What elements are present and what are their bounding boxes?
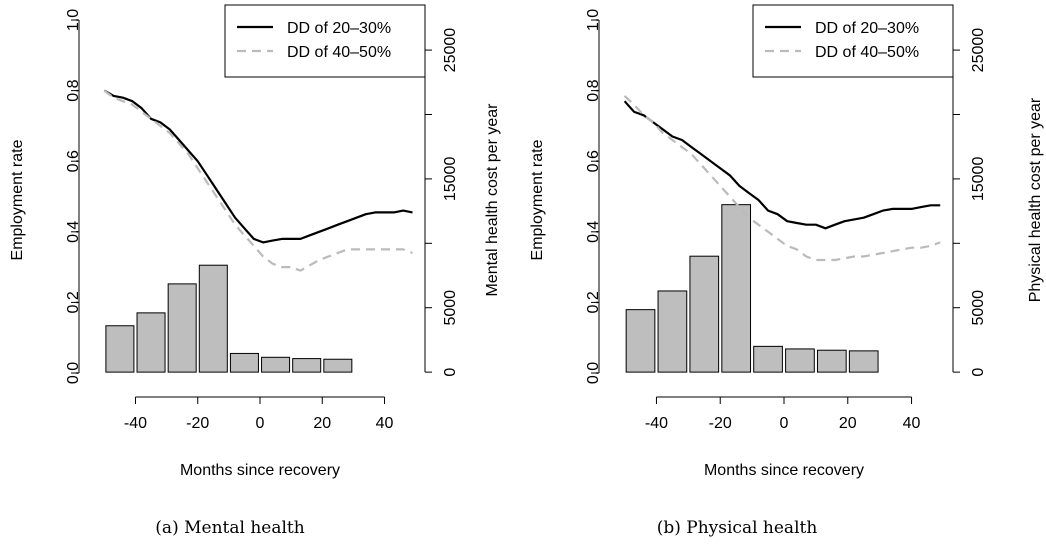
cost-bar [657, 290, 688, 373]
series-line-dd-20-30 [103, 89, 413, 244]
cost-bar [721, 204, 752, 373]
legend-label: DD of 40–50% [815, 44, 919, 61]
y-axis-label: Employment rate [529, 139, 546, 260]
x-axis-label: Months since recovery [180, 462, 340, 479]
bottom-tick-label: 0 [780, 415, 789, 432]
cost-bar [848, 350, 879, 373]
panel-b-physical-health: 0.0 0.2 0.4 0.6 0.8 1.0 0 5000 15000 25000 -40 -20 0… [529, 4, 1044, 538]
right-tick-label: 15000 [442, 157, 459, 202]
bottom-tick-label: 40 [903, 415, 921, 432]
cost-bar [136, 312, 166, 373]
cost-bar [198, 264, 228, 373]
cost-bar [229, 352, 259, 373]
left-tick-label: 0.8 [585, 79, 602, 101]
bottom-tick-label: -20 [709, 415, 732, 432]
cost-bar [753, 345, 783, 373]
left-tick-label: 0.8 [65, 79, 82, 101]
left-tick-label: 1.0 [585, 9, 602, 31]
bottom-tick-label: 20 [313, 415, 331, 432]
right-tick-label: 0 [442, 368, 459, 377]
bottom-tick-label: 40 [376, 415, 394, 432]
y-axis-label: Employment rate [9, 139, 26, 260]
legend-box [752, 4, 954, 78]
cost-bar [816, 349, 847, 373]
panel-caption: (a) Mental health [155, 518, 304, 538]
right-tick-label: 5000 [970, 290, 987, 326]
cost-bar [292, 358, 322, 373]
bottom-tick-label: 20 [839, 415, 857, 432]
right-tick-label: 15000 [970, 157, 987, 202]
panel-caption: (b) Physical health [657, 518, 818, 538]
right-tick-label: 0 [970, 368, 987, 377]
right-tick-label: 25000 [970, 28, 987, 73]
left-tick-label: 0.0 [585, 362, 602, 384]
cost-bar [323, 358, 353, 373]
cost-bar [625, 309, 656, 373]
left-tick-label: 0.0 [65, 362, 82, 384]
bottom-tick-label: 0 [256, 415, 265, 432]
legend-box [224, 4, 426, 78]
bottom-tick-label: -40 [645, 415, 668, 432]
legend-label: DD of 20–30% [287, 20, 391, 37]
x-axis-label: Months since recovery [704, 462, 864, 479]
right-tick-label: 5000 [442, 290, 459, 326]
bottom-tick-label: -20 [186, 415, 209, 432]
cost-bar [167, 283, 197, 373]
series-line-dd-20-30 [623, 100, 941, 230]
cost-bar [785, 348, 815, 373]
y2-axis-label: Mental health cost per year [484, 103, 501, 297]
cost-bar [689, 255, 720, 373]
left-tick-label: 0.6 [585, 150, 602, 172]
left-tick-label: 0.4 [585, 221, 602, 243]
left-tick-label: 0.2 [585, 291, 602, 313]
series-line-dd-40-50 [623, 95, 941, 262]
legend-label: DD of 40–50% [287, 44, 391, 61]
left-tick-label: 0.2 [65, 291, 82, 313]
right-tick-label: 25000 [442, 28, 459, 73]
y2-axis-label: Physical health cost per year [1027, 97, 1044, 302]
cost-bar [105, 325, 135, 373]
series-line-dd-40-50 [103, 89, 413, 272]
bottom-tick-label: -40 [124, 415, 147, 432]
cost-bar [261, 356, 291, 373]
panel-a-mental-health: 0.0 0.2 0.4 0.6 0.8 1.0 0 5000 15000 25000 -40 -20 0… [9, 4, 501, 538]
legend-label: DD of 20–30% [815, 20, 919, 37]
left-tick-label: 1.0 [65, 9, 82, 31]
left-tick-label: 0.4 [65, 221, 82, 243]
left-tick-label: 0.6 [65, 150, 82, 172]
